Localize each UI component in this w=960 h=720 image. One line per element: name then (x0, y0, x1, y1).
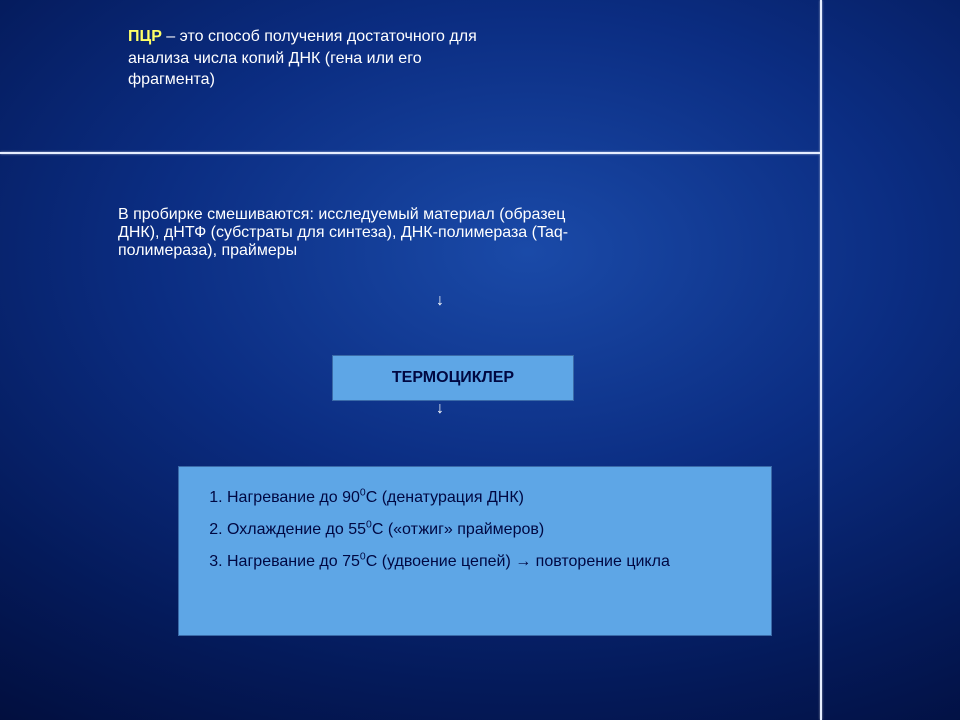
thermocycler-box: ТЕРМОЦИКЛЕР (332, 355, 574, 401)
arrow-down-icon: ↓ (436, 292, 444, 310)
step-item: Охлаждение до 550С («отжиг» праймеров) (227, 521, 749, 539)
title-dash: – (162, 28, 180, 45)
steps-list: Нагревание до 900С (денатурация ДНК) Охл… (201, 489, 749, 571)
step-item: Нагревание до 900С (денатурация ДНК) (227, 489, 749, 507)
title-block: ПЦР – это способ получения достаточного … (128, 26, 768, 91)
title-abbrev: ПЦР (128, 28, 162, 45)
rule-vertical (820, 0, 822, 720)
mix-line-1: В пробирке смешиваются: исследуемый мате… (118, 206, 565, 223)
step-pre: Нагревание до 75 (227, 553, 360, 570)
step-pre: Нагревание до 90 (227, 489, 360, 506)
step-post: С («отжиг» праймеров) (372, 521, 544, 538)
title-text-1: это способ получения достаточного для (180, 28, 477, 45)
arrow-down-icon: ↓ (436, 400, 444, 418)
step-pre: Охлаждение до 55 (227, 521, 366, 538)
mix-line-3: полимераза), праймеры (118, 242, 297, 259)
rule-horizontal (0, 152, 820, 154)
title-text-2: анализа числа копий ДНК (гена или его (128, 50, 422, 67)
thermocycler-label: ТЕРМОЦИКЛЕР (392, 369, 514, 387)
step-post: С (удвоение цепей) → повторение цикла (366, 553, 670, 570)
slide: ПЦР – это способ получения достаточного … (0, 0, 960, 720)
title-text-3: фрагмента) (128, 71, 215, 88)
step-item: Нагревание до 750С (удвоение цепей) → по… (227, 553, 749, 571)
step-post: С (денатурация ДНК) (366, 489, 524, 506)
mix-paragraph: В пробирке смешиваются: исследуемый мате… (118, 206, 838, 260)
steps-box: Нагревание до 900С (денатурация ДНК) Охл… (178, 466, 772, 636)
mix-line-2: ДНК), дНТФ (субстраты для синтеза), ДНК-… (118, 224, 568, 241)
